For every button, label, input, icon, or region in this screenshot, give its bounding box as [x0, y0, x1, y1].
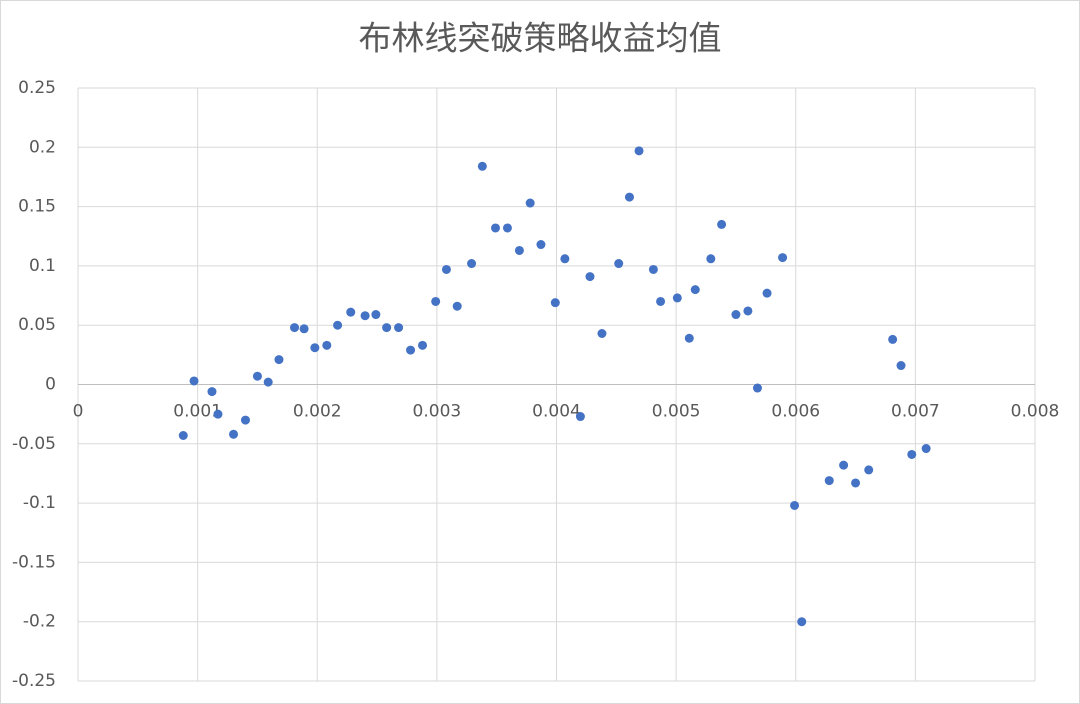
point [752, 383, 762, 393]
chart-title: 布林线突破策略收益均值 [359, 19, 722, 58]
point [550, 298, 560, 308]
y-tick-label: -0.1 [23, 493, 56, 513]
point [690, 285, 700, 295]
point [536, 240, 546, 250]
point [762, 288, 772, 298]
point [907, 449, 917, 459]
y-tick-label: 0.2 [29, 137, 56, 157]
point [207, 387, 217, 397]
x-tick-label: 0.001 [173, 402, 222, 422]
y-tick-label: -0.15 [12, 552, 56, 572]
point [418, 340, 428, 350]
point [731, 310, 741, 320]
point [672, 293, 682, 303]
x-tick-label: 0 [73, 402, 84, 422]
point [452, 301, 462, 311]
point [502, 223, 512, 233]
point [851, 478, 861, 488]
point [394, 323, 404, 333]
point [477, 161, 487, 171]
point [290, 323, 300, 333]
point [490, 223, 500, 233]
y-tick-label: -0.2 [23, 612, 56, 632]
point [382, 323, 392, 333]
point [240, 415, 250, 425]
point [333, 320, 343, 330]
point [178, 430, 188, 440]
point [346, 307, 356, 317]
point [585, 272, 595, 282]
x-tick-label: 0.007 [891, 402, 940, 422]
point [624, 192, 634, 202]
point [441, 264, 451, 274]
point [406, 345, 416, 355]
y-tick-label: 0.25 [18, 78, 56, 98]
point [274, 355, 284, 365]
point [684, 333, 694, 343]
point [896, 361, 906, 371]
point [921, 444, 931, 454]
point [560, 254, 570, 264]
point [743, 306, 753, 316]
point [824, 476, 834, 486]
point [614, 259, 624, 269]
point [467, 259, 477, 269]
point [525, 198, 535, 208]
point [213, 409, 223, 419]
x-tick-label: 0.003 [413, 402, 462, 422]
point [656, 296, 666, 306]
y-tick-label: -0.25 [12, 671, 56, 691]
point [597, 329, 607, 339]
point [778, 253, 788, 263]
point [431, 296, 441, 306]
y-tick-label: 0.05 [18, 315, 56, 335]
x-tick-label: 0.006 [771, 402, 820, 422]
point [299, 324, 309, 334]
x-tick-label: 0.008 [1011, 402, 1060, 422]
point [790, 500, 800, 510]
point [263, 377, 273, 387]
point [575, 412, 585, 422]
point [797, 617, 807, 627]
y-tick-label: 0.15 [18, 197, 56, 217]
point [229, 429, 239, 439]
point [371, 310, 381, 320]
x-tick-label: 0.002 [293, 402, 342, 422]
point [888, 334, 898, 344]
y-tick-label: 0.1 [29, 256, 56, 276]
point [310, 343, 320, 353]
point [648, 264, 658, 274]
point [706, 254, 716, 264]
point [322, 340, 332, 350]
point [717, 219, 727, 229]
point [839, 460, 849, 470]
point [864, 465, 874, 475]
point [252, 371, 262, 381]
point [514, 245, 524, 255]
point [634, 146, 644, 156]
x-tick-label: 0.004 [532, 402, 581, 422]
x-tick-label: 0.005 [652, 402, 701, 422]
point [189, 376, 199, 386]
y-tick-label: -0.05 [12, 434, 56, 454]
point [360, 311, 370, 321]
y-tick-label: 0 [45, 375, 56, 395]
